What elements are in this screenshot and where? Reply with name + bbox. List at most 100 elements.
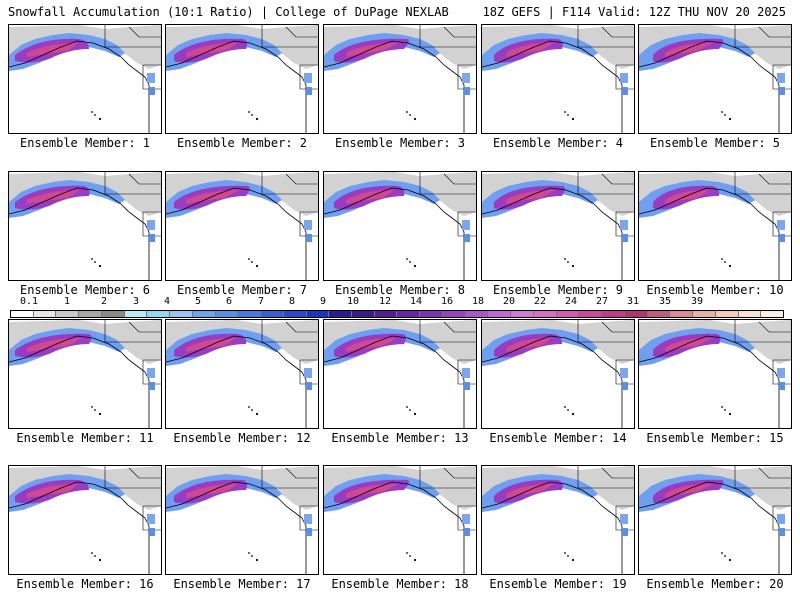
ensemble-member-map [323,465,477,575]
snowfall-map-graphic [324,172,476,280]
snowfall-map-graphic [639,172,791,280]
colorbar-tick-label: 2 [100,296,108,307]
ensemble-member-label: Ensemble Member: 4 [492,136,624,150]
snowfall-map-graphic [324,25,476,133]
ensemble-member-map [323,24,477,134]
colorbar-tick-label: 3 [132,296,140,307]
snowfall-map-graphic [639,466,791,574]
ensemble-member-map [481,171,635,281]
ensemble-member-map [481,319,635,429]
ensemble-member-map [165,24,319,134]
snowfall-map-graphic [482,25,634,133]
colorbar-swatch [352,311,375,317]
colorbar-swatch [397,311,421,317]
colorbar-tick-label: 14 [409,296,423,307]
ensemble-member-map [638,319,792,429]
colorbar-swatch [283,311,307,317]
colorbar-swatch [670,311,694,317]
ensemble-member-label: Ensemble Member: 8 [334,283,466,297]
colorbar-swatch [533,311,557,317]
snowfall-map-graphic [166,172,318,280]
colorbar-swatch [647,311,671,317]
snowfall-map-graphic [639,320,791,428]
snowfall-map-graphic [166,25,318,133]
ensemble-member-map [165,171,319,281]
snowfall-map-graphic [166,466,318,574]
ensemble-member-label: Ensemble Member: 9 [492,283,624,297]
snowfall-map-graphic [166,320,318,428]
colorbar-tick-label: 22 [533,296,547,307]
ensemble-member-map [638,24,792,134]
ensemble-member-label: Ensemble Member: 14 [489,431,627,445]
colorbar-swatch [715,311,739,317]
snowfall-map-graphic [9,320,161,428]
colorbar-tick-label: 18 [471,296,485,307]
colorbar-swatch [261,311,284,317]
colorbar-tick-label: 7 [257,296,265,307]
colorbar-tick-label: 16 [440,296,454,307]
colorbar-swatch [374,311,398,317]
colorbar-tick-label: 31 [626,296,640,307]
ensemble-member-map [323,171,477,281]
ensemble-member-label: Ensemble Member: 15 [646,431,784,445]
ensemble-member-map [323,319,477,429]
snowfall-map-graphic [324,466,476,574]
header-valid-time: 18Z GEFS | F114 Valid: 12Z THU NOV 20 20… [482,5,786,19]
ensemble-member-label: Ensemble Member: 17 [173,577,311,591]
ensemble-member-label: Ensemble Member: 12 [173,431,311,445]
colorbar-swatch [101,311,125,317]
colorbar-tick-label: 8 [288,296,296,307]
snowfall-map-graphic [9,172,161,280]
ensemble-member-map [165,319,319,429]
snowfall-map-graphic [9,25,161,133]
ensemble-member-map [8,465,162,575]
colorbar-swatch [624,311,648,317]
colorbar-swatch [442,311,466,317]
colorbar-swatch [511,311,534,317]
colorbar-swatch [329,311,353,317]
ensemble-member-label: Ensemble Member: 11 [16,431,154,445]
colorbar-swatch [306,311,330,317]
ensemble-member-map [8,171,162,281]
colorbar-labels: 0.1 1 2 3 4 5 6 7 8 9 10 12 14 16 18 20 22 24 27 31 35 39 [10,296,784,309]
ensemble-member-label: Ensemble Member: 5 [649,136,781,150]
colorbar-swatch [192,311,216,317]
colorbar-swatch [761,311,783,317]
colorbar-swatch [465,311,489,317]
ensemble-member-label: Ensemble Member: 13 [331,431,469,445]
colorbar-tick-label: 12 [378,296,392,307]
ensemble-member-label: Ensemble Member: 19 [489,577,627,591]
colorbar-swatch [602,311,625,317]
colorbar-swatch [170,311,193,317]
snowfall-map-graphic [9,466,161,574]
ensemble-member-label: Ensemble Member: 18 [331,577,469,591]
colorbar-tick-label: 4 [163,296,171,307]
ensemble-member-map [165,465,319,575]
colorbar-swatch [215,311,239,317]
colorbar-tick-label: 24 [564,296,578,307]
colorbar-swatch [488,311,512,317]
colorbar-swatch [693,311,716,317]
colorbar-tick-label: 6 [225,296,233,307]
colorbar-tick-label: 0.1 [19,296,39,307]
snowfall-map-graphic [482,320,634,428]
colorbar-tick-label: 35 [658,296,672,307]
colorbar-swatch [147,311,171,317]
ensemble-member-label: Ensemble Member: 20 [646,577,784,591]
ensemble-member-map [8,24,162,134]
ensemble-member-map [8,319,162,429]
colorbar-tick-label: 27 [595,296,609,307]
ensemble-member-map [481,465,635,575]
ensemble-member-label: Ensemble Member: 16 [16,577,154,591]
colorbar-swatch [11,311,34,317]
colorbar-tick-label: 20 [502,296,516,307]
colorbar-swatch [738,311,762,317]
colorbar-tick-label: 9 [319,296,327,307]
ensemble-member-label: Ensemble Member: 1 [19,136,151,150]
colorbar-swatch [33,311,57,317]
colorbar-swatch [556,311,580,317]
ensemble-member-label: Ensemble Member: 3 [334,136,466,150]
colorbar-tick-label: 5 [194,296,202,307]
colorbar-swatch [420,311,443,317]
ensemble-member-label: Ensemble Member: 2 [176,136,308,150]
